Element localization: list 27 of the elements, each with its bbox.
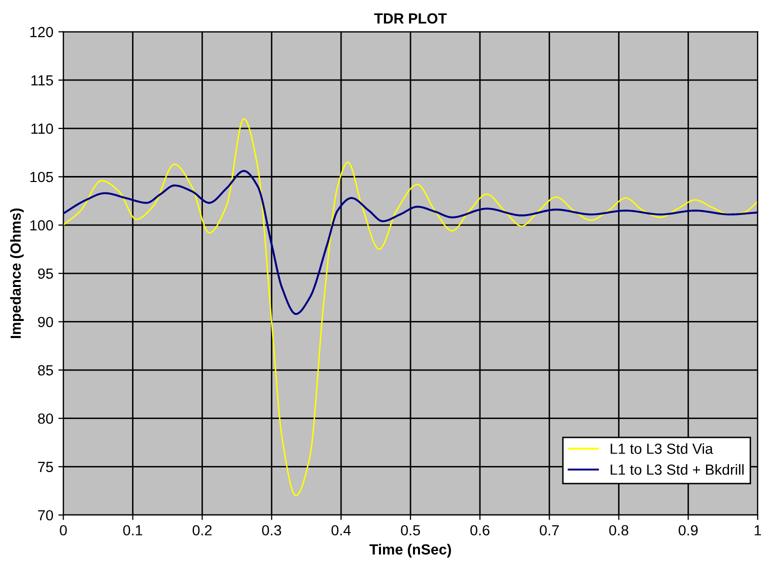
x-tick-label: 0.7 — [540, 525, 559, 536]
y-tick-label: 110 — [31, 124, 54, 134]
y-tick-label: 115 — [31, 75, 53, 86]
x-axis-title: Time (nSec) — [369, 544, 451, 558]
x-tick-label: 0.1 — [123, 525, 142, 536]
y-tick-label: 90 — [38, 316, 54, 328]
x-tick-label: 0.5 — [400, 525, 420, 536]
x-tick-label: 0.8 — [609, 525, 628, 536]
x-tick-label: 1 — [754, 525, 762, 536]
y-tick-label: 75 — [38, 462, 53, 472]
x-tick-label: 0.6 — [470, 525, 490, 536]
x-tick-label: 0.4 — [331, 525, 351, 536]
x-tick-label: 0.3 — [262, 525, 282, 536]
y-tick-label: 105 — [30, 172, 53, 182]
y-tick-label: 100 — [30, 220, 54, 230]
y-tick-label: 120 — [30, 26, 54, 38]
legend-label: L1 to L3 Std Via — [610, 443, 714, 454]
x-tick-label: 0 — [60, 525, 67, 536]
legend-label: L1 to L3 Std + Bkdrill — [610, 464, 744, 475]
x-tick-label: 0.9 — [678, 525, 698, 536]
y-tick-label: 70 — [38, 510, 54, 520]
y-axis-title: Impedance (Ohms) — [10, 208, 24, 338]
y-tick-label: 95 — [38, 268, 53, 279]
x-tick-label: 0.2 — [192, 525, 212, 536]
chart-title: TDR PLOT — [374, 13, 447, 24]
y-tick-label: 85 — [38, 365, 53, 376]
y-tick-label: 80 — [38, 413, 54, 424]
